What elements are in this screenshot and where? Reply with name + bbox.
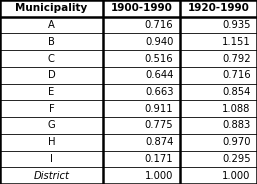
Text: 0.295: 0.295 [222, 154, 251, 164]
Text: 0.516: 0.516 [145, 54, 173, 63]
Text: H: H [48, 137, 55, 147]
Text: F: F [49, 104, 54, 114]
Text: 1.151: 1.151 [222, 37, 251, 47]
Text: 1.088: 1.088 [222, 104, 251, 114]
Text: 0.792: 0.792 [222, 54, 251, 63]
Text: 0.644: 0.644 [145, 70, 173, 80]
Text: Municipality: Municipality [15, 3, 88, 13]
Text: C: C [48, 54, 55, 63]
Text: 1900-1990: 1900-1990 [111, 3, 172, 13]
Text: 0.775: 0.775 [145, 121, 173, 130]
Text: 0.171: 0.171 [145, 154, 173, 164]
Text: 1.000: 1.000 [145, 171, 173, 181]
Text: 0.940: 0.940 [145, 37, 173, 47]
Text: 0.911: 0.911 [145, 104, 173, 114]
Text: G: G [48, 121, 55, 130]
Text: E: E [48, 87, 54, 97]
Text: 0.935: 0.935 [222, 20, 251, 30]
Text: 0.970: 0.970 [222, 137, 251, 147]
Text: District: District [33, 171, 69, 181]
Text: 1.000: 1.000 [222, 171, 251, 181]
Text: I: I [50, 154, 53, 164]
Text: 1920-1990: 1920-1990 [188, 3, 249, 13]
Text: 0.663: 0.663 [145, 87, 173, 97]
Text: 0.854: 0.854 [222, 87, 251, 97]
Text: 0.716: 0.716 [145, 20, 173, 30]
Text: 0.716: 0.716 [222, 70, 251, 80]
Text: B: B [48, 37, 55, 47]
Text: 0.874: 0.874 [145, 137, 173, 147]
Text: 0.883: 0.883 [222, 121, 251, 130]
Text: A: A [48, 20, 55, 30]
Text: D: D [48, 70, 55, 80]
